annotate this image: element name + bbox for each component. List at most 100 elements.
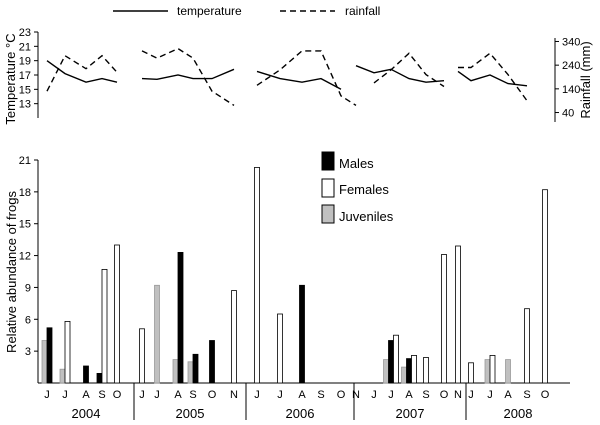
right-y-tick-label: 340 bbox=[562, 36, 580, 48]
bar-legend: Males Females Juveniles bbox=[321, 151, 394, 224]
rainfall-line bbox=[458, 52, 528, 102]
month-label: O bbox=[440, 389, 449, 401]
left-y-tick-label: 17 bbox=[19, 70, 31, 82]
bar-y-tick-label: 12 bbox=[19, 251, 31, 263]
month-label: J bbox=[62, 389, 68, 401]
year-label: 2006 bbox=[286, 406, 315, 421]
legend-males-swatch bbox=[321, 151, 335, 171]
temperature-line bbox=[355, 65, 445, 83]
year-label: 2004 bbox=[72, 406, 101, 421]
bar-y-tick-label: 6 bbox=[25, 314, 31, 326]
bar-females bbox=[411, 354, 417, 384]
bar-females bbox=[64, 320, 71, 384]
temperature-line bbox=[457, 70, 528, 87]
bar-males bbox=[388, 340, 394, 384]
temperature-line bbox=[256, 70, 342, 90]
bar-females bbox=[441, 254, 447, 384]
climate-legend: temperature rainfall bbox=[113, 4, 380, 18]
bar-females bbox=[489, 354, 496, 384]
right-y-tick-label: 240 bbox=[562, 60, 580, 72]
month-label: J bbox=[44, 389, 50, 401]
bar-females bbox=[468, 362, 474, 384]
legend-temperature-label: temperature bbox=[177, 4, 242, 18]
year-labels: 2004 2005 2006 2007 2008 bbox=[72, 406, 533, 421]
year-dividers bbox=[133, 383, 467, 420]
month-label: A bbox=[174, 389, 182, 401]
rainfall-line bbox=[141, 47, 235, 106]
temperature-line bbox=[46, 60, 118, 83]
bar-juveniles bbox=[401, 366, 407, 384]
right-y-tick-label: 140 bbox=[562, 84, 580, 96]
month-label: J bbox=[277, 389, 283, 401]
bar-y-ticks: 3 6 9 12 15 18 21 bbox=[19, 155, 38, 358]
left-y-tick-label: 23 bbox=[19, 27, 31, 39]
legend-juveniles-label: Juveniles bbox=[339, 209, 394, 224]
month-label: S bbox=[422, 389, 429, 401]
bar-males bbox=[299, 284, 305, 384]
left-y-ticks: 13 15 17 19 21 23 bbox=[19, 27, 38, 111]
month-label: A bbox=[504, 389, 512, 401]
bar-males bbox=[406, 358, 412, 384]
bar-females bbox=[542, 189, 548, 384]
bar-y-tick-label: 15 bbox=[19, 219, 31, 231]
legend-females-label: Females bbox=[339, 182, 389, 197]
bar-juveniles bbox=[172, 359, 179, 384]
bar-juveniles bbox=[41, 340, 48, 384]
month-label: A bbox=[298, 389, 306, 401]
right-y-tick-label: 40 bbox=[562, 108, 574, 120]
month-label: S bbox=[189, 389, 196, 401]
bar-y-axis-label: Relative abundance of frogs bbox=[4, 191, 19, 353]
bar-y-tick-label: 9 bbox=[25, 282, 31, 294]
bar-juveniles bbox=[484, 359, 491, 384]
month-label: J bbox=[154, 389, 160, 401]
right-y-axis-label: Rainfall (mm) bbox=[578, 41, 593, 118]
climate-chart: temperature rainfall 13 15 17 19 21 23 Temper… bbox=[3, 4, 593, 125]
month-label: J bbox=[254, 389, 260, 401]
month-label: J bbox=[468, 389, 474, 401]
bar-females bbox=[101, 268, 108, 384]
month-label: S bbox=[98, 389, 105, 401]
bar-females bbox=[231, 290, 237, 384]
bar-y-tick-label: 18 bbox=[19, 187, 31, 199]
bar-females bbox=[114, 244, 120, 384]
bar-juveniles bbox=[383, 359, 389, 384]
bar-males bbox=[46, 327, 53, 384]
bar-females bbox=[423, 357, 429, 384]
bar-y-tick-label: 21 bbox=[19, 155, 31, 167]
bar-juveniles bbox=[187, 361, 194, 384]
legend-rainfall-label: rainfall bbox=[345, 4, 380, 18]
rainfall-line bbox=[373, 52, 445, 88]
bar-males bbox=[177, 251, 184, 384]
bar-females bbox=[277, 313, 283, 384]
month-label: O bbox=[541, 389, 550, 401]
left-y-tick-label: 21 bbox=[19, 41, 31, 53]
rainfall-line bbox=[46, 54, 118, 92]
legend-females-swatch bbox=[321, 178, 335, 198]
bar-females bbox=[254, 166, 260, 384]
left-y-tick-label: 19 bbox=[19, 56, 31, 68]
year-label: 2007 bbox=[396, 406, 425, 421]
month-label: N bbox=[352, 389, 360, 401]
month-label: O bbox=[113, 389, 122, 401]
bars bbox=[41, 166, 548, 384]
bar-juveniles bbox=[505, 359, 511, 384]
left-y-axis-label: Temperature °C bbox=[3, 33, 18, 124]
month-label: N bbox=[230, 389, 238, 401]
bar-females bbox=[139, 328, 145, 384]
bar-females bbox=[455, 245, 461, 384]
month-label: S bbox=[523, 389, 530, 401]
month-label: J bbox=[388, 389, 394, 401]
bar-females bbox=[393, 334, 399, 384]
year-label: 2008 bbox=[504, 406, 533, 421]
month-label: J bbox=[371, 389, 377, 401]
temperature-line bbox=[141, 68, 235, 81]
bar-juveniles bbox=[154, 284, 160, 384]
bar-y-tick-label: 3 bbox=[25, 346, 31, 358]
legend-juveniles-swatch bbox=[321, 204, 335, 224]
month-label: J bbox=[487, 389, 493, 401]
left-y-tick-label: 13 bbox=[19, 99, 31, 111]
month-label: A bbox=[82, 389, 90, 401]
